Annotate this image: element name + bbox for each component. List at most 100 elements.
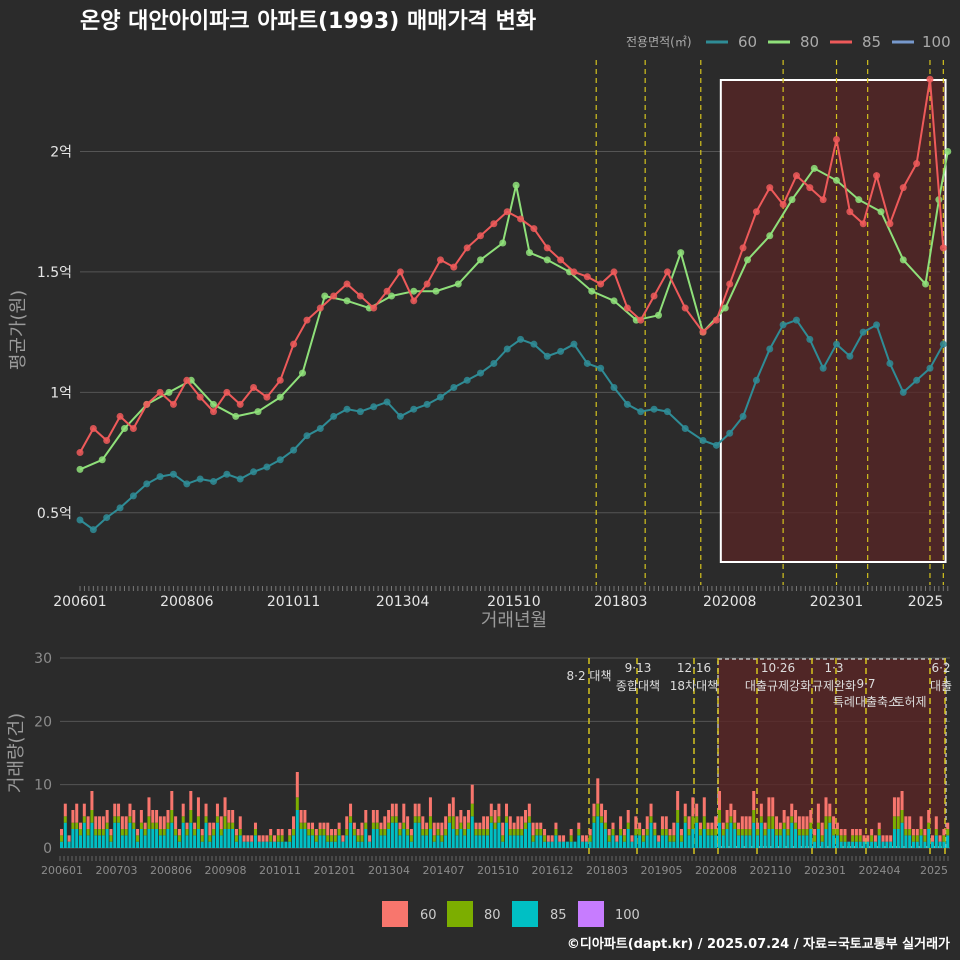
data-point-80 (343, 297, 351, 305)
bar-segment-85 (425, 835, 429, 848)
data-point-85 (196, 393, 204, 401)
bar-segment-80 (512, 829, 516, 836)
bar-segment-60 (440, 822, 444, 836)
data-point-85 (819, 196, 827, 204)
bar-segment-60 (691, 797, 695, 817)
bar-segment-85 (714, 835, 718, 848)
bar-segment-85 (942, 841, 946, 848)
bar-segment-85 (444, 835, 448, 848)
bar-segment-60 (797, 816, 801, 829)
bar-segment-85 (839, 841, 843, 848)
policy-annotation-label: 특례대출축소 (833, 695, 899, 709)
data-point-85 (557, 256, 565, 264)
bar-segment-60 (497, 803, 501, 817)
bar-segment-85 (744, 835, 748, 848)
bar-segment-80 (805, 829, 809, 836)
bar-segment-80 (269, 835, 273, 842)
bar-segment-60 (181, 803, 185, 817)
bar-segment-85 (387, 829, 391, 848)
data-point-60 (396, 412, 404, 420)
bar-segment-85 (360, 841, 364, 848)
data-point-85 (463, 244, 471, 252)
bar-segment-60 (387, 810, 391, 823)
bar-x-tick-label: 201905 (641, 864, 683, 877)
bar-segment-60 (889, 835, 893, 842)
bar-segment-85 (250, 841, 254, 848)
bar-segment-60 (417, 803, 421, 817)
data-point-80 (165, 388, 173, 396)
bar-segment-60 (938, 835, 942, 842)
bar-segment-85 (794, 829, 798, 848)
bar-segment-80 (748, 829, 752, 836)
bar-segment-85 (227, 829, 231, 848)
bar-segment-60 (919, 816, 923, 829)
legend-label-80: 80 (800, 33, 819, 51)
bar-segment-60 (215, 803, 219, 817)
policy-annotation-label: 종합대책 (616, 678, 660, 693)
bar-segment-80 (90, 810, 94, 823)
bar-segment-80 (330, 835, 334, 842)
bar-segment-60 (520, 816, 524, 829)
bar-segment-80 (181, 816, 185, 823)
policy-annotation-date: 1·3 (824, 661, 843, 675)
bar-segment-85 (805, 835, 809, 848)
bar-segment-85 (470, 816, 474, 848)
bar-segment-85 (558, 841, 562, 848)
footer-credit: ©디아파트(dapt.kr) / 2025.07.24 / 자료=국토교통부 실… (567, 936, 950, 952)
bar-segment-85 (569, 841, 573, 848)
bar-segment-85 (801, 835, 805, 848)
bar-segment-85 (809, 829, 813, 848)
bar-segment-60 (158, 816, 162, 829)
data-point-80 (299, 369, 307, 377)
policy-annotation-date: 9·7 (856, 677, 875, 691)
bar-segment-60 (98, 816, 102, 829)
bar-segment-85 (402, 829, 406, 848)
bar-segment-85 (938, 841, 942, 848)
bar-segment-80 (820, 835, 824, 842)
bar-segment-80 (725, 822, 729, 829)
bar-segment-60 (873, 835, 877, 842)
bar-segment-60 (390, 803, 394, 817)
data-point-85 (726, 280, 734, 288)
policy-annotation-date: 9·13 (625, 661, 652, 675)
bar-segment-80 (238, 829, 242, 836)
bar-segment-60 (265, 835, 269, 842)
top-y-axis-title: 평균가(원) (8, 290, 29, 370)
bar-segment-85 (596, 816, 600, 848)
bar-segment-80 (337, 829, 341, 836)
bar-segment-60 (508, 816, 512, 829)
bar-segment-60 (212, 822, 216, 829)
bar-segment-85 (615, 841, 619, 848)
bar-segment-60 (444, 816, 448, 829)
bar-segment-60 (485, 816, 489, 829)
bar-segment-85 (394, 822, 398, 848)
bar-segment-85 (911, 841, 915, 848)
bar-segment-80 (596, 803, 600, 817)
bar-segment-80 (390, 816, 394, 823)
bar-segment-80 (379, 829, 383, 836)
data-point-85 (263, 393, 271, 401)
bar-segment-80 (759, 816, 763, 823)
bar-segment-80 (813, 835, 817, 842)
bar-segment-80 (569, 835, 573, 842)
bar-segment-80 (854, 835, 858, 842)
bar-segment-85 (212, 835, 216, 848)
bar-segment-60 (801, 816, 805, 829)
bar-segment-60 (421, 816, 425, 829)
bar-segment-80 (801, 829, 805, 836)
bar-segment-60 (698, 822, 702, 829)
bar-segment-60 (314, 829, 318, 836)
bar-segment-85 (508, 835, 512, 848)
bar-segment-85 (155, 829, 159, 848)
bar-segment-85 (756, 835, 760, 848)
bar-segment-80 (253, 829, 257, 836)
bar-segment-85 (489, 822, 493, 848)
data-point-60 (477, 369, 485, 377)
data-point-60 (169, 470, 177, 478)
bar-x-tick-label: 202404 (859, 864, 901, 877)
data-point-85 (250, 384, 258, 392)
data-point-80 (98, 456, 106, 464)
bar-segment-80 (527, 816, 531, 823)
bar-segment-85 (737, 835, 741, 848)
data-point-85 (76, 449, 84, 457)
